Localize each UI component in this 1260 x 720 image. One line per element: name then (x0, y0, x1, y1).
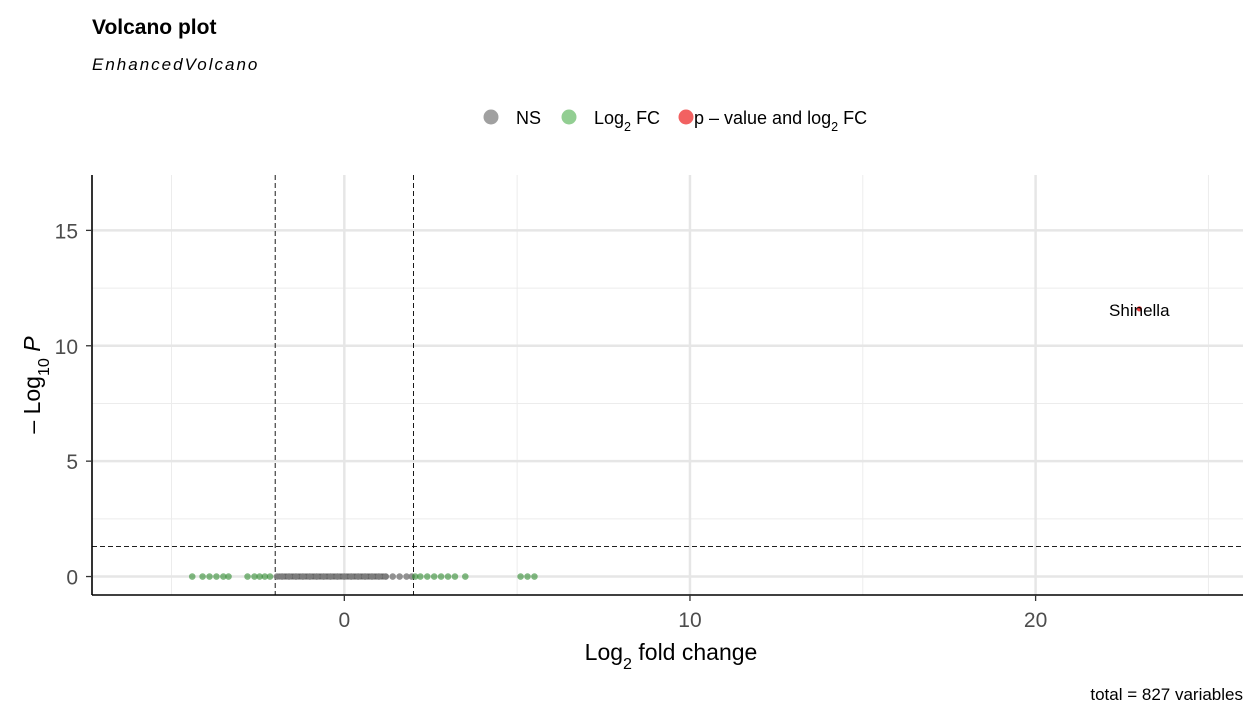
data-point (389, 573, 397, 580)
data-point (334, 573, 341, 580)
data-point (225, 573, 232, 580)
data-point (261, 573, 269, 580)
data-point (524, 573, 531, 580)
data-point (437, 573, 445, 580)
data-point (531, 573, 538, 580)
data-point (354, 573, 362, 580)
data-point (251, 573, 258, 580)
data-points (188, 306, 1142, 580)
y-axis-title: – Log10 P (19, 336, 53, 434)
data-point (375, 573, 383, 580)
data-point (220, 573, 227, 580)
data-point (430, 573, 438, 580)
data-point (461, 573, 469, 580)
axes (91, 175, 1243, 596)
data-point (1136, 306, 1142, 312)
data-point (299, 573, 307, 580)
y-tick-label: 5 (66, 451, 78, 474)
data-point (199, 573, 206, 580)
data-point (285, 573, 293, 580)
threshold-lines (92, 175, 1243, 595)
y-tick-label: 10 (55, 336, 78, 359)
x-tick-label: 20 (1024, 609, 1047, 632)
data-point (361, 573, 369, 580)
y-tick-label: 0 (66, 567, 78, 590)
point-labels: Shinella (1109, 301, 1170, 320)
data-point (417, 573, 424, 580)
data-point (451, 573, 459, 580)
legend-label-p_fc: p – value and log2 FC (694, 108, 867, 134)
data-point (368, 573, 376, 580)
data-point (266, 573, 274, 580)
data-point (403, 573, 410, 580)
data-point (320, 573, 327, 580)
data-point (396, 573, 403, 580)
data-point (444, 573, 452, 580)
data-point (341, 573, 348, 580)
data-point (347, 573, 355, 580)
legend: NS Log2 FC p – value and log2 FC (483, 108, 867, 134)
grid (92, 175, 1243, 595)
data-point (423, 573, 431, 580)
data-point (256, 573, 263, 580)
data-point (206, 573, 213, 580)
legend-swatch-ns (483, 109, 499, 125)
point-label: Shinella (1109, 301, 1170, 320)
y-tick-label: 15 (55, 220, 78, 243)
legend-swatch-fc (561, 109, 577, 125)
data-point (213, 573, 220, 580)
data-point (327, 573, 334, 580)
tick-labels: 0 10 20 0 5 10 15 (55, 220, 1048, 632)
legend-swatch-p_fc (678, 109, 694, 125)
chart-title: Volcano plot (92, 16, 216, 39)
chart-subtitle: EnhancedVolcano (92, 55, 259, 74)
data-point (313, 573, 320, 580)
data-point (382, 573, 390, 580)
data-point (244, 573, 251, 580)
data-point (411, 573, 419, 580)
x-axis-title: Log2 fold change (585, 639, 758, 673)
x-tick-label: 10 (678, 609, 701, 632)
legend-label-ns: NS (516, 108, 541, 128)
data-point (517, 573, 524, 580)
data-point (278, 573, 286, 580)
data-point (273, 573, 281, 580)
legend-label-fc: Log2 FC (594, 108, 660, 134)
data-point (306, 573, 314, 580)
caption: total = 827 variables (1090, 685, 1243, 704)
data-point (292, 573, 300, 580)
x-tick-label: 0 (338, 609, 350, 632)
data-point (188, 573, 196, 580)
